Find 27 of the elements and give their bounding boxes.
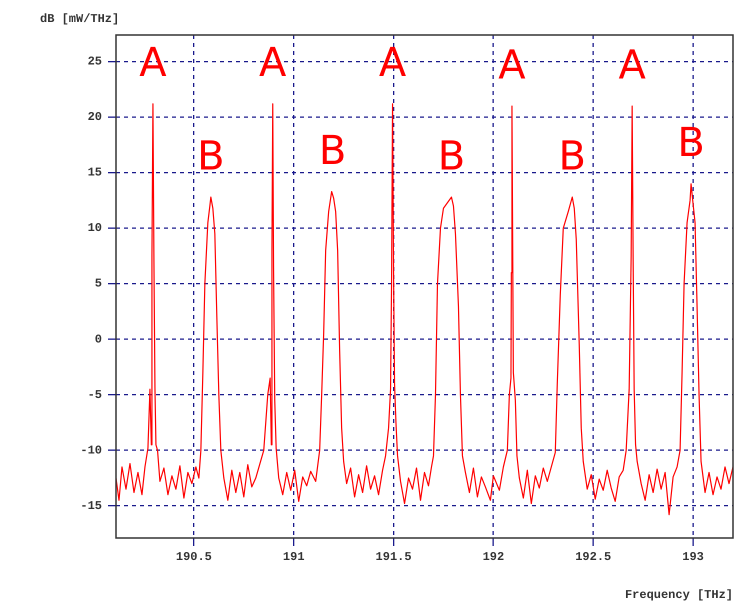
- annotation: B: [438, 134, 466, 180]
- y-tick-label: 5: [94, 276, 102, 291]
- x-tick-label: 191.5: [376, 550, 412, 564]
- annotation: A: [618, 42, 646, 88]
- y-tick-label: 20: [88, 110, 102, 124]
- annotation: B: [197, 134, 225, 180]
- y-tick-label: 0: [94, 332, 102, 346]
- y-tick-label: -5: [88, 388, 102, 402]
- x-tick-label: 191: [282, 550, 305, 564]
- annotation: B: [318, 128, 346, 174]
- annotation: A: [378, 40, 407, 86]
- y-tick-label: 15: [88, 166, 102, 180]
- annotation: A: [498, 42, 526, 88]
- annotation: B: [558, 134, 586, 180]
- y-tick-label: -15: [80, 498, 102, 513]
- annotation: A: [139, 40, 168, 86]
- annotation: B: [677, 120, 705, 166]
- y-tick-label: 25: [88, 54, 102, 69]
- y-axis-title: dB [mW/THz]: [40, 12, 120, 26]
- x-tick-label: 193: [682, 550, 704, 564]
- x-axis-title: Frequency [THz]: [624, 588, 733, 602]
- y-tick-label: -10: [80, 443, 102, 458]
- annotation: A: [259, 40, 288, 86]
- x-tick-label: 192: [482, 550, 504, 564]
- x-tick-label: 190.5: [176, 550, 212, 564]
- x-tick-label: 192.5: [575, 550, 612, 564]
- y-tick-label: 10: [88, 221, 102, 236]
